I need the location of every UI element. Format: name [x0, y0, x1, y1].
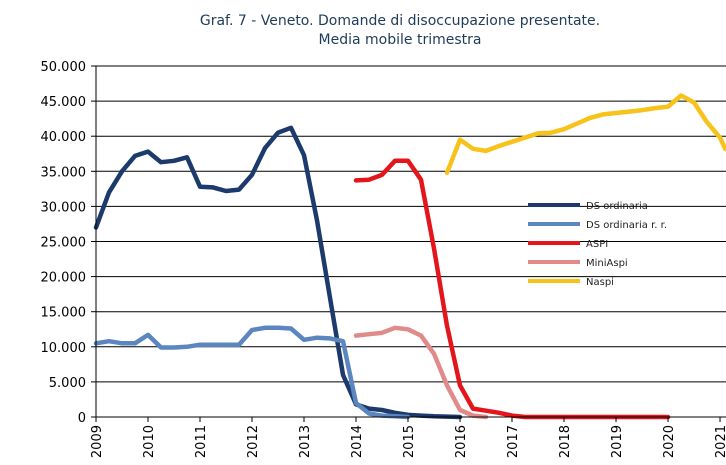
- x-tick-label: 2011: [194, 425, 209, 458]
- legend-label: Naspi: [586, 277, 614, 288]
- series-line: [444, 93, 726, 175]
- x-tick-label: 2009: [90, 425, 105, 458]
- x-tick-label: 2018: [558, 425, 573, 458]
- x-tick-label: 2012: [246, 425, 261, 458]
- y-tick-label: 30.000: [41, 200, 87, 215]
- y-tick-label: 35.000: [41, 165, 87, 180]
- y-tick-label: 50.000: [41, 60, 87, 75]
- x-tick-label: 2014: [350, 425, 365, 458]
- axes: 0 5.000 10.000 15.000 20.000 25.000 30.000 35.0…: [41, 60, 726, 458]
- x-tick-label: 2020: [662, 425, 677, 458]
- legend-label: DS ordinaria r. r.: [586, 220, 667, 231]
- x-tick-label: 2015: [402, 425, 417, 458]
- x-tick-label: 2017: [506, 425, 521, 458]
- y-tick-label: 5.000: [49, 376, 86, 391]
- x-tick-label: 2010: [142, 425, 157, 458]
- legend-label: MiniAspi: [586, 258, 628, 269]
- y-tick-label: 25.000: [41, 236, 87, 251]
- chart-subtitle: Media mobile trimestra: [319, 32, 482, 48]
- series-line: [353, 158, 671, 420]
- y-tick-label: 10.000: [41, 341, 87, 356]
- legend-label: DS ordinaria: [586, 201, 648, 212]
- y-tick-label: 15.000: [41, 306, 87, 321]
- x-tick-label: 2016: [454, 425, 469, 458]
- x-tick-label: 2021: [714, 425, 726, 458]
- grid: [96, 65, 726, 418]
- x-tick-label: 2019: [610, 425, 625, 458]
- legend-label: ASPI: [586, 239, 608, 250]
- y-tick-label: 40.000: [41, 130, 87, 145]
- legend: DS ordinaria DS ordinaria r. r. ASPI MiniAs…: [528, 201, 667, 288]
- x-tick-label: 2013: [298, 425, 313, 458]
- series-line: [93, 325, 411, 420]
- y-tick-label: 0: [78, 411, 86, 426]
- series-line: [93, 125, 463, 420]
- y-tick-label: 45.000: [41, 95, 87, 110]
- lines: [93, 93, 726, 420]
- series-line: [353, 325, 489, 420]
- chart-title: Graf. 7 - Veneto. Domande di disoccupazi…: [200, 13, 600, 29]
- y-tick-label: 20.000: [41, 271, 87, 286]
